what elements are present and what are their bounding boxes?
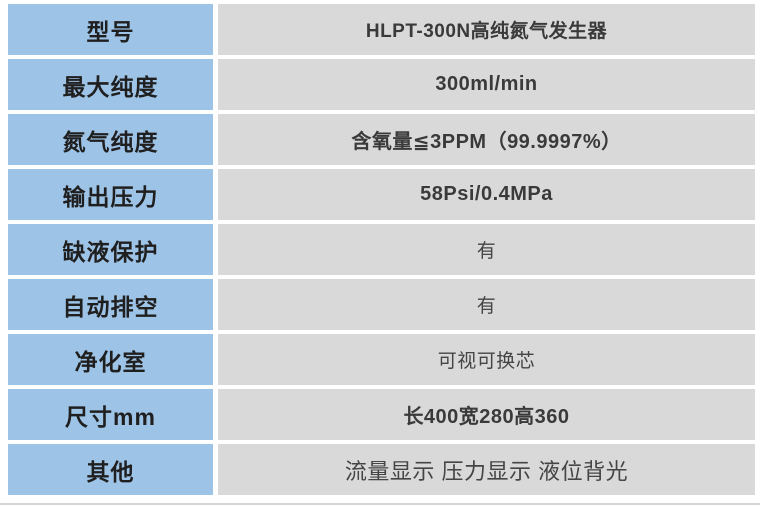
spec-value-liquid-shortage-protection: 有 [218, 224, 755, 275]
table-row: 其他 流量显示 压力显示 液位背光 [8, 444, 755, 495]
spec-value-max-purity: 300ml/min [218, 59, 755, 110]
spec-label-liquid-shortage-protection: 缺液保护 [8, 224, 213, 275]
spec-value-nitrogen-purity: 含氧量≦3PPM（99.9997%） [218, 114, 755, 165]
table-row: 氮气纯度 含氧量≦3PPM（99.9997%） [8, 114, 755, 165]
spec-value-purification-chamber: 可视可换芯 [218, 334, 755, 385]
bottom-divider [0, 503, 760, 505]
table-row: 缺液保护 有 [8, 224, 755, 275]
spec-value-dimensions: 长400宽280高360 [218, 389, 755, 440]
spec-label-dimensions: 尺寸mm [8, 389, 213, 440]
spec-value-other: 流量显示 压力显示 液位背光 [218, 444, 755, 495]
table-row: 自动排空 有 [8, 279, 755, 330]
spec-value-auto-drain: 有 [218, 279, 755, 330]
table-row: 输出压力 58Psi/0.4MPa [8, 169, 755, 220]
spec-label-purification-chamber: 净化室 [8, 334, 213, 385]
table-row: 型号 HLPT-300N高纯氮气发生器 [8, 4, 755, 55]
product-spec-table: 型号 HLPT-300N高纯氮气发生器 最大纯度 300ml/min 氮气纯度 … [3, 0, 760, 499]
spec-label-other: 其他 [8, 444, 213, 495]
table-row: 尺寸mm 长400宽280高360 [8, 389, 755, 440]
spec-label-auto-drain: 自动排空 [8, 279, 213, 330]
spec-label-nitrogen-purity: 氮气纯度 [8, 114, 213, 165]
table-row: 净化室 可视可换芯 [8, 334, 755, 385]
spec-label-max-purity: 最大纯度 [8, 59, 213, 110]
spec-value-output-pressure: 58Psi/0.4MPa [218, 169, 755, 220]
spec-label-output-pressure: 输出压力 [8, 169, 213, 220]
table-row: 最大纯度 300ml/min [8, 59, 755, 110]
spec-value-model: HLPT-300N高纯氮气发生器 [218, 4, 755, 55]
spec-label-model: 型号 [8, 4, 213, 55]
